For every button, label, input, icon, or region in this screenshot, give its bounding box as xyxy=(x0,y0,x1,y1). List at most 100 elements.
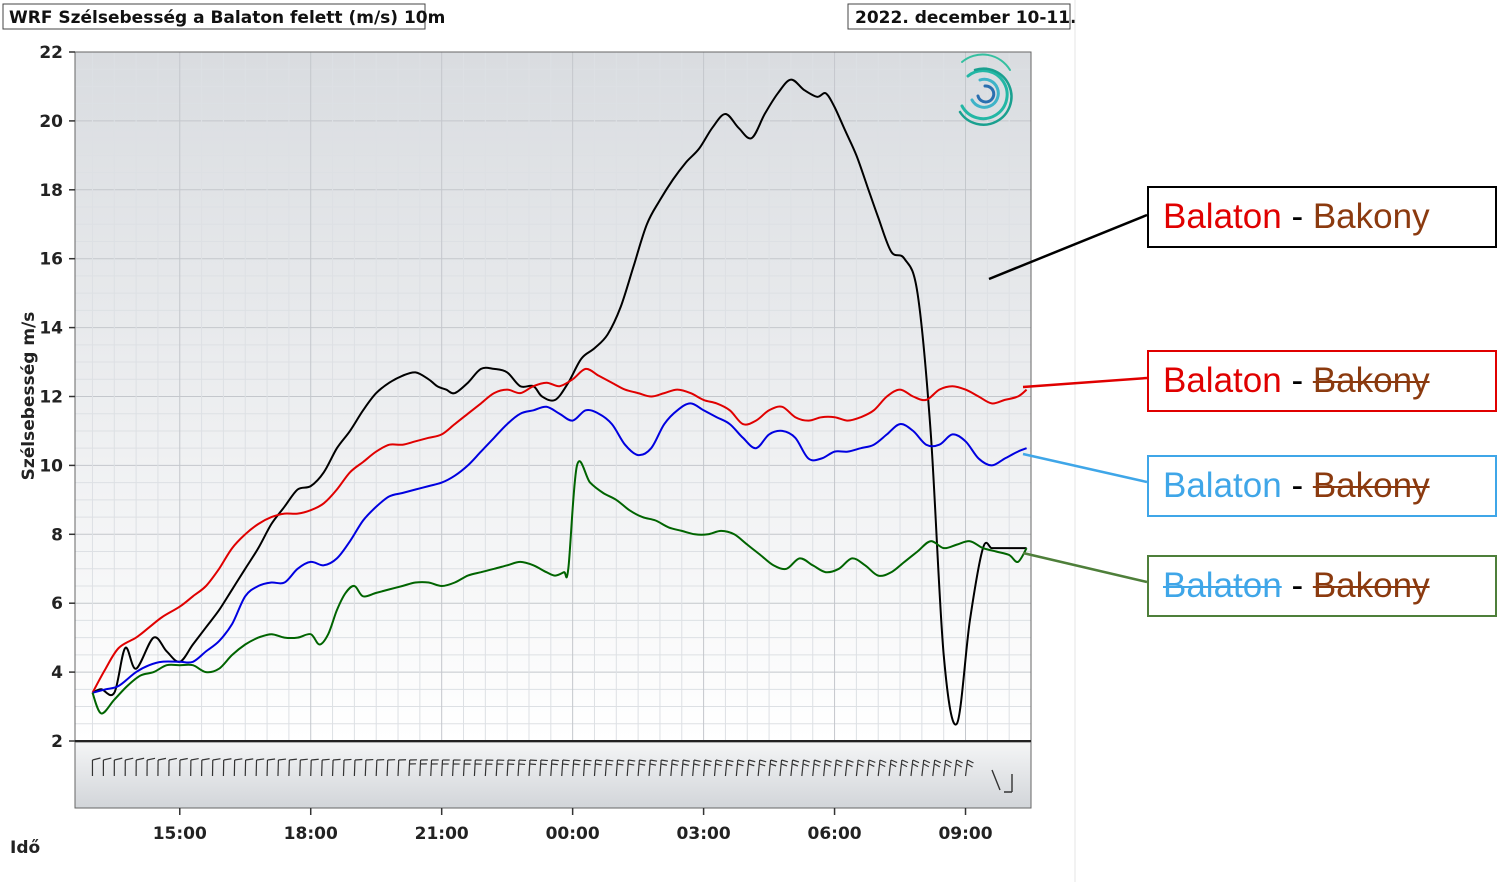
annotation-label: Balaton xyxy=(1163,197,1282,236)
chart-date: 2022. december 10-11. xyxy=(855,8,1077,28)
wind-barb-icon xyxy=(964,759,974,777)
wind-barb-icon xyxy=(768,759,778,777)
x-tick-label: 00:00 xyxy=(546,824,600,844)
annotation-label: Bakony xyxy=(1312,197,1430,236)
x-tick-label: 21:00 xyxy=(415,824,469,844)
wind-barb-icon xyxy=(146,757,156,777)
wind-barb-icon xyxy=(157,757,167,777)
series-lines xyxy=(91,78,1028,726)
wind-barb-icon xyxy=(255,758,265,777)
wind-barb-icon xyxy=(561,759,570,777)
wind-barb-icon xyxy=(823,759,832,777)
wind-barb-icon xyxy=(746,759,756,777)
swirl-logo-icon xyxy=(958,53,1013,126)
wind-barb-icon xyxy=(692,759,701,777)
wind-barb-icon xyxy=(833,759,843,777)
wind-barb-strip xyxy=(74,741,1032,809)
wind-barb-icon xyxy=(310,758,319,777)
wind-barb-icon xyxy=(135,757,145,777)
wind-barb-icon xyxy=(233,758,243,777)
wind-barb-icon xyxy=(626,759,636,777)
y-tick-label: 20 xyxy=(39,112,63,132)
wind-barb-icon xyxy=(321,758,330,777)
annotation-box-1: Balaton - Bakony xyxy=(1147,186,1497,248)
series-line-3 xyxy=(92,402,1027,694)
wind-barb-icon xyxy=(113,757,123,777)
wind-barb-icon xyxy=(397,759,407,777)
wind-barb-icon xyxy=(419,759,428,777)
wind-barb-icon xyxy=(790,759,800,777)
x-tick-label: 18:00 xyxy=(284,824,338,844)
wind-barb-icon xyxy=(342,758,352,777)
wind-barb-icon xyxy=(124,757,134,777)
date-box: 2022. december 10-11. xyxy=(847,3,1077,30)
wind-barb-icon xyxy=(735,759,745,777)
wind-barb-icon xyxy=(659,759,669,777)
y-tick-label: 12 xyxy=(39,388,63,408)
wind-barb-icon xyxy=(277,758,287,777)
wind-barb-icon xyxy=(844,759,854,777)
y-tick-label: 18 xyxy=(39,181,63,201)
wind-barb-icon xyxy=(102,757,112,777)
wind-barb-icon xyxy=(528,759,538,777)
wind-barb-icon xyxy=(757,759,767,777)
annotation-box-2: Balaton - Bakony xyxy=(1147,350,1497,412)
wind-barb-icon xyxy=(364,758,374,777)
wind-barb-icon xyxy=(517,759,527,777)
wind-barb-icon xyxy=(703,759,712,777)
wind-barb-icon xyxy=(866,759,876,777)
wind-barb-icon xyxy=(462,759,472,777)
wind-barb-icon xyxy=(168,757,177,777)
wind-barb-icon xyxy=(582,759,592,777)
wind-barb-icon xyxy=(353,758,363,777)
chart-title: WRF Szélsebesség a Balaton felett (m/s) … xyxy=(9,8,445,28)
wind-barb-icon xyxy=(451,759,461,777)
wind-barb-icon xyxy=(681,759,690,777)
wind-barb-icon xyxy=(877,759,887,777)
annotation-separator: - xyxy=(1281,566,1313,605)
x-tick-label: 06:00 xyxy=(807,824,861,844)
wind-barb-icons xyxy=(91,757,1013,793)
wind-barb-icon xyxy=(899,759,909,777)
wind-barb-icon xyxy=(888,759,898,777)
wind-barb-icon xyxy=(550,759,559,777)
annotation-connectors xyxy=(988,213,1148,584)
annotation-separator: - xyxy=(1281,197,1313,236)
y-tick-label: 4 xyxy=(51,663,63,683)
wind-barb-icon xyxy=(724,759,734,777)
x-tick-label: 15:00 xyxy=(153,824,207,844)
x-axis-ticks: 15:00 18:00 21:00 00:00 03:00 06:00 09:00 xyxy=(153,808,993,844)
wind-barb-icon xyxy=(331,758,341,777)
wind-barb-icon xyxy=(991,769,1013,793)
y-tick-label: 22 xyxy=(39,43,63,63)
y-tick-label: 8 xyxy=(51,525,63,545)
wind-barb-icon xyxy=(484,759,494,777)
series-line-2 xyxy=(91,367,1028,694)
wind-barb-icon xyxy=(288,758,297,777)
annotation-label: Bakony xyxy=(1312,361,1430,400)
wind-barb-icon xyxy=(408,759,417,777)
wind-barb-icon xyxy=(615,759,625,777)
wind-barb-icon xyxy=(441,759,450,777)
wind-barb-icon xyxy=(670,759,679,777)
annotation-label: Bakony xyxy=(1312,566,1430,605)
wind-barb-icon xyxy=(91,757,101,776)
wind-barb-icon xyxy=(200,758,210,777)
y-tick-label: 2 xyxy=(51,732,63,752)
wind-barb-icon xyxy=(648,759,658,777)
x-axis-label: Idő xyxy=(10,838,40,858)
annotation-separator: - xyxy=(1281,466,1313,505)
wind-barb-icon xyxy=(572,759,581,777)
wind-barb-icon xyxy=(921,759,931,777)
wind-barb-icon xyxy=(244,758,254,777)
wind-barb-icon xyxy=(266,758,276,777)
wind-barb-icon xyxy=(539,759,548,777)
wind-barb-icon xyxy=(386,759,396,777)
wind-barb-icon xyxy=(299,758,308,777)
wind-barb-icon xyxy=(179,757,188,777)
annotation-label: Balaton xyxy=(1163,361,1282,400)
wind-barb-icon xyxy=(910,759,920,777)
x-tick-label: 09:00 xyxy=(938,824,992,844)
x-tick-label: 03:00 xyxy=(677,824,731,844)
